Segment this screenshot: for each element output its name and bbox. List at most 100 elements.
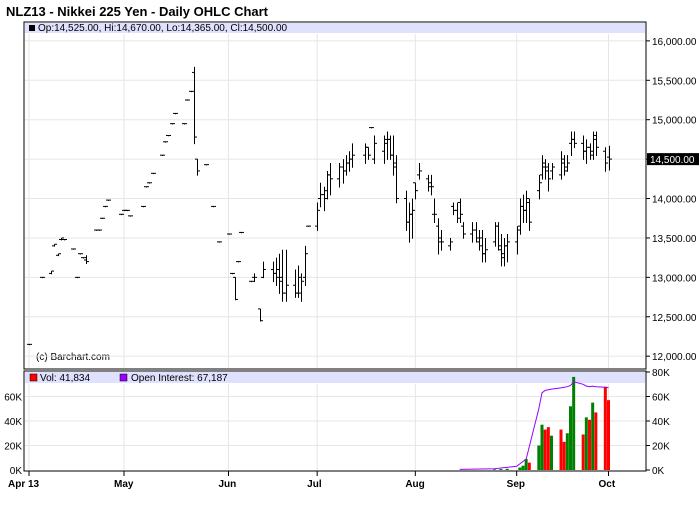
vol-legend-swatch bbox=[29, 373, 38, 382]
ohlc-bar bbox=[274, 257, 279, 287]
oi-legend-swatch bbox=[119, 373, 128, 382]
volume-right-tick-label: 20K bbox=[652, 442, 670, 453]
volume-left-tick-label: 40K bbox=[4, 417, 22, 428]
ohlc-bar bbox=[540, 155, 545, 180]
volume-bar bbox=[588, 419, 591, 470]
ohlc-bar bbox=[230, 272, 235, 275]
ohlc-bar bbox=[448, 237, 453, 251]
volume-bar bbox=[559, 429, 563, 470]
volume-bar bbox=[540, 424, 544, 470]
ohlc-bar bbox=[426, 174, 431, 192]
volume-bar bbox=[546, 427, 550, 470]
ohlc-bar bbox=[49, 270, 54, 275]
ohlc-bar bbox=[195, 158, 200, 176]
ohlc-bar bbox=[284, 249, 289, 302]
ohlc-bar bbox=[106, 199, 111, 201]
ohlc-bar bbox=[185, 99, 190, 101]
ohlc-bar bbox=[78, 253, 83, 255]
ohlc-bar bbox=[182, 123, 187, 125]
volume-bar bbox=[594, 412, 598, 470]
last-price-tag: 14,500.00 bbox=[647, 153, 699, 166]
ohlc-bar bbox=[217, 241, 222, 243]
ohlc-bar bbox=[252, 273, 257, 283]
ohlc-bar bbox=[81, 257, 86, 259]
ohlc-bar bbox=[62, 239, 67, 241]
ohlc-bar bbox=[436, 218, 441, 255]
ohlc-bar bbox=[119, 213, 124, 216]
ohlc-bar bbox=[97, 229, 102, 231]
month-label: Jul bbox=[307, 479, 322, 490]
month-label: May bbox=[114, 479, 134, 490]
volume-bar bbox=[565, 433, 569, 470]
ohlc-bar bbox=[233, 276, 238, 301]
ohlc-bar bbox=[59, 237, 64, 241]
volume-axis: 0K 20K 40K 60K 80K 0K 20K 40K 60K bbox=[4, 368, 670, 477]
volume-bar bbox=[527, 462, 531, 470]
ohlc-bar bbox=[483, 237, 488, 263]
price-axis: 12,000.00 12,500.00 13,000.00 13,500.00 14,0… bbox=[646, 37, 697, 363]
oi-legend-label: Open Interest: 67,187 bbox=[131, 373, 228, 384]
ohlc-bar bbox=[474, 222, 479, 243]
volume-legend-band bbox=[25, 372, 645, 383]
ohlc-bar bbox=[125, 209, 130, 212]
ohlc-bar bbox=[166, 134, 171, 137]
ohlc-bar bbox=[303, 245, 308, 287]
ohlc-bar bbox=[477, 230, 482, 251]
ohlc-bar bbox=[455, 202, 460, 223]
x-axis: Apr 13 May Jun Jul Aug Sep Oct bbox=[8, 471, 616, 490]
ohlc-bar bbox=[594, 131, 599, 156]
ohlc-bar bbox=[537, 174, 542, 200]
volume-bar bbox=[493, 469, 496, 470]
ohlc-bar bbox=[141, 205, 146, 208]
month-label: Jun bbox=[219, 479, 237, 490]
ohlc-bar bbox=[499, 234, 504, 267]
ohlc-bar bbox=[591, 131, 596, 160]
volume-bar bbox=[524, 458, 528, 470]
volume-right-tick-label: 40K bbox=[652, 417, 670, 428]
price-summary-swatch bbox=[29, 25, 35, 31]
price-tick-label: 16,000.00 bbox=[652, 37, 697, 48]
ohlc-bar bbox=[299, 273, 304, 302]
volume-bar bbox=[572, 376, 576, 470]
ohlc-bar bbox=[372, 135, 377, 164]
volume-bar bbox=[505, 468, 509, 470]
ohlc-bar bbox=[366, 146, 371, 160]
ohlc-bar bbox=[173, 112, 178, 115]
watermark: (c) Barchart.com bbox=[36, 352, 110, 363]
volume-bar bbox=[550, 435, 553, 470]
volume-left-tick-label: 60K bbox=[4, 393, 22, 404]
ohlc-bar bbox=[40, 276, 45, 279]
ohlc-bar bbox=[439, 230, 444, 251]
month-label: Aug bbox=[405, 479, 424, 490]
ohlc-bar bbox=[322, 186, 327, 212]
ohlc-bar bbox=[382, 135, 387, 164]
ohlc-bar bbox=[296, 265, 301, 298]
ohlc-bar bbox=[410, 198, 415, 239]
ohlc-bar bbox=[189, 90, 194, 93]
ohlc-bar bbox=[71, 248, 76, 250]
price-tick-label: 14,000.00 bbox=[652, 195, 697, 206]
price-bars bbox=[27, 66, 612, 346]
ohlc-bar bbox=[236, 261, 241, 263]
volume-right-tick-label: 80K bbox=[652, 368, 670, 379]
ohlc-bar bbox=[163, 141, 168, 143]
ohlc-bar bbox=[562, 155, 567, 176]
ohlc-bar bbox=[144, 186, 149, 188]
ohlc-bar bbox=[249, 280, 254, 283]
ohlc-bar bbox=[607, 145, 612, 171]
ohlc-bar bbox=[277, 253, 282, 294]
ohlc-bar bbox=[170, 123, 175, 125]
ohlc-bar bbox=[524, 190, 529, 223]
price-summary: Op:14,525.00, Hi:14,670.00, Lo:14,365.00… bbox=[38, 23, 288, 34]
price-tick-label: 13,000.00 bbox=[652, 273, 697, 284]
ohlc-bar bbox=[550, 163, 555, 180]
volume-bars bbox=[493, 376, 610, 470]
volume-bar bbox=[543, 429, 547, 470]
ohlc-bar bbox=[151, 172, 156, 175]
month-label: Apr 13 bbox=[8, 479, 40, 490]
vol-legend-label: Vol: 41,834 bbox=[40, 373, 90, 384]
ohlc-bar bbox=[496, 222, 501, 251]
ohlc-bar bbox=[315, 202, 320, 231]
ohlc-bar bbox=[128, 215, 133, 217]
ohlc-bar bbox=[160, 154, 165, 156]
